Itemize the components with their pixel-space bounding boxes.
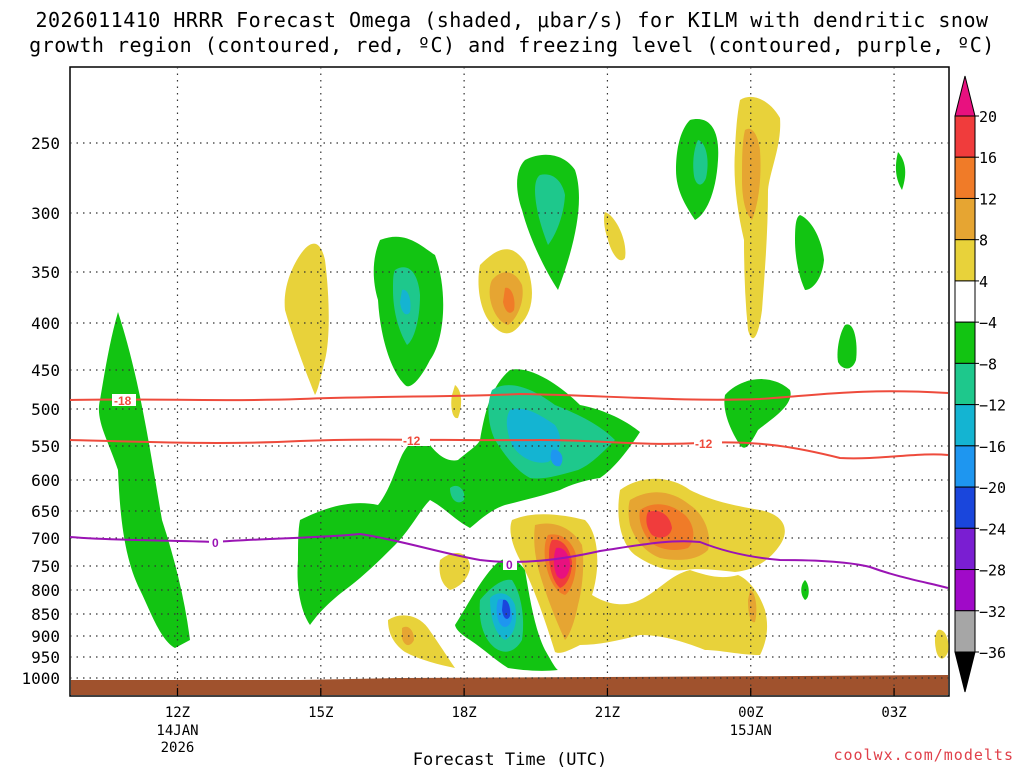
isotherm-label: -18 (114, 394, 132, 408)
colorbar-segment (954, 156, 976, 199)
colorbar: 20 16 12 8 4 −4 −8 −12 −16 −20 −24 −28 −32 −36 (954, 75, 1006, 693)
omega-area-cyan (400, 289, 411, 315)
y-tick-label: 550 (31, 437, 60, 456)
colorbar-segment (954, 75, 976, 117)
y-tick-label: 900 (31, 627, 60, 646)
colorbar-label: −36 (979, 644, 1006, 662)
freezing-level-label: 0 (506, 558, 513, 572)
colorbar-label: 8 (979, 232, 988, 250)
y-tick-label: 300 (31, 204, 60, 223)
colorbar-label: 4 (979, 273, 988, 291)
colorbar-label: 16 (979, 149, 997, 167)
isotherm-label: -12 (403, 434, 421, 448)
y-axis: 250 300 350 400 450 500 550 600 650 700 750 800 850 9… (21, 134, 60, 688)
omega-area-lightorange (748, 590, 757, 623)
colorbar-segment (954, 569, 976, 612)
colorbar-label: 12 (979, 190, 997, 208)
omega-area-green (795, 215, 824, 290)
x-tick-label: 03Z (881, 705, 906, 721)
y-tick-label: 450 (31, 361, 60, 380)
omega-area-blue (550, 449, 563, 467)
isotherm-minus12-line (69, 438, 949, 460)
credit-text: coolwx.com/modelts (833, 746, 1014, 764)
omega-area-red (646, 510, 672, 538)
x-tick-label: 18Z (451, 705, 476, 721)
y-tick-label: 500 (31, 400, 60, 419)
x-tick-date: 15JAN (730, 723, 772, 739)
colorbar-segment (954, 362, 976, 406)
x-tick-label: 15Z (308, 705, 333, 721)
colorbar-label: 20 (979, 108, 997, 126)
y-tick-label: 400 (31, 314, 60, 333)
colorbar-segment (954, 651, 976, 693)
x-axis-label: Forecast Time (UTC) (413, 750, 607, 768)
y-tick-label: 950 (31, 648, 60, 667)
colorbar-segment (954, 280, 976, 323)
omega-area-orange (503, 287, 515, 313)
omega-area-magenta (553, 547, 570, 579)
y-tick-label: 1000 (21, 669, 60, 688)
x-tick-date: 14JAN (156, 723, 198, 739)
colorbar-label: −12 (979, 397, 1006, 415)
ground-surface (71, 680, 948, 695)
freezing-level-line (69, 532, 949, 589)
omega-area-cyan (506, 408, 561, 463)
colorbar-segment (954, 239, 976, 282)
omega-area-green (837, 324, 857, 369)
omega-area-teal (450, 485, 465, 503)
omega-area-green (895, 152, 906, 190)
colorbar-segment (954, 445, 976, 488)
colorbar-segment (954, 197, 976, 241)
y-tick-label: 650 (31, 502, 60, 521)
x-tick-year: 2026 (161, 740, 195, 756)
omega-area-darkblue (502, 599, 511, 619)
ground-surface (71, 675, 948, 681)
x-tick-label: 00Z (738, 705, 763, 721)
y-tick-label: 800 (31, 581, 60, 600)
omega-area-yellow (284, 243, 329, 395)
y-tick-label: 600 (31, 471, 60, 490)
colorbar-segment (954, 115, 976, 158)
y-tick-label: 350 (31, 263, 60, 282)
y-tick-label: 250 (31, 134, 60, 153)
chart-title-line-2: growth region (contoured, red, ºC) and f… (29, 33, 995, 57)
x-tick-label: 21Z (595, 705, 620, 721)
omega-area-yellow (604, 212, 626, 261)
isotherm-minus18-line (69, 390, 949, 402)
chart-title-line-1: 2026011410 HRRR Forecast Omega (shaded, … (35, 8, 989, 32)
omega-area-teal (535, 174, 565, 245)
isotherm-labels: -18 -12 -12 0 0 (112, 394, 722, 572)
y-tick-label: 850 (31, 605, 60, 624)
isotherm-label: -12 (695, 437, 713, 451)
colorbar-label: −20 (979, 479, 1006, 497)
omega-area-green (724, 379, 791, 448)
colorbar-label: −32 (979, 603, 1006, 621)
time-gridlines (176, 67, 895, 696)
x-tick-label: 12Z (165, 705, 190, 721)
y-tick-label: 750 (31, 557, 60, 576)
omega-area-yellow (439, 553, 470, 590)
colorbar-segment (954, 527, 976, 571)
omega-area-yellow (451, 385, 462, 419)
colorbar-segment (954, 486, 976, 529)
colorbar-label: −28 (979, 562, 1006, 580)
colorbar-label: −16 (979, 438, 1006, 456)
omega-area-lightorange (742, 128, 761, 220)
omega-area-teal (693, 140, 708, 185)
omega-area-yellow (934, 629, 949, 659)
colorbar-label: −24 (979, 520, 1006, 538)
colorbar-segment (954, 321, 976, 364)
colorbar-label: −4 (979, 314, 997, 332)
y-tick-label: 700 (31, 529, 60, 548)
colorbar-label: −8 (979, 355, 997, 373)
freezing-level-label: 0 (212, 536, 219, 550)
colorbar-segment (954, 610, 976, 653)
colorbar-segment (954, 404, 976, 447)
